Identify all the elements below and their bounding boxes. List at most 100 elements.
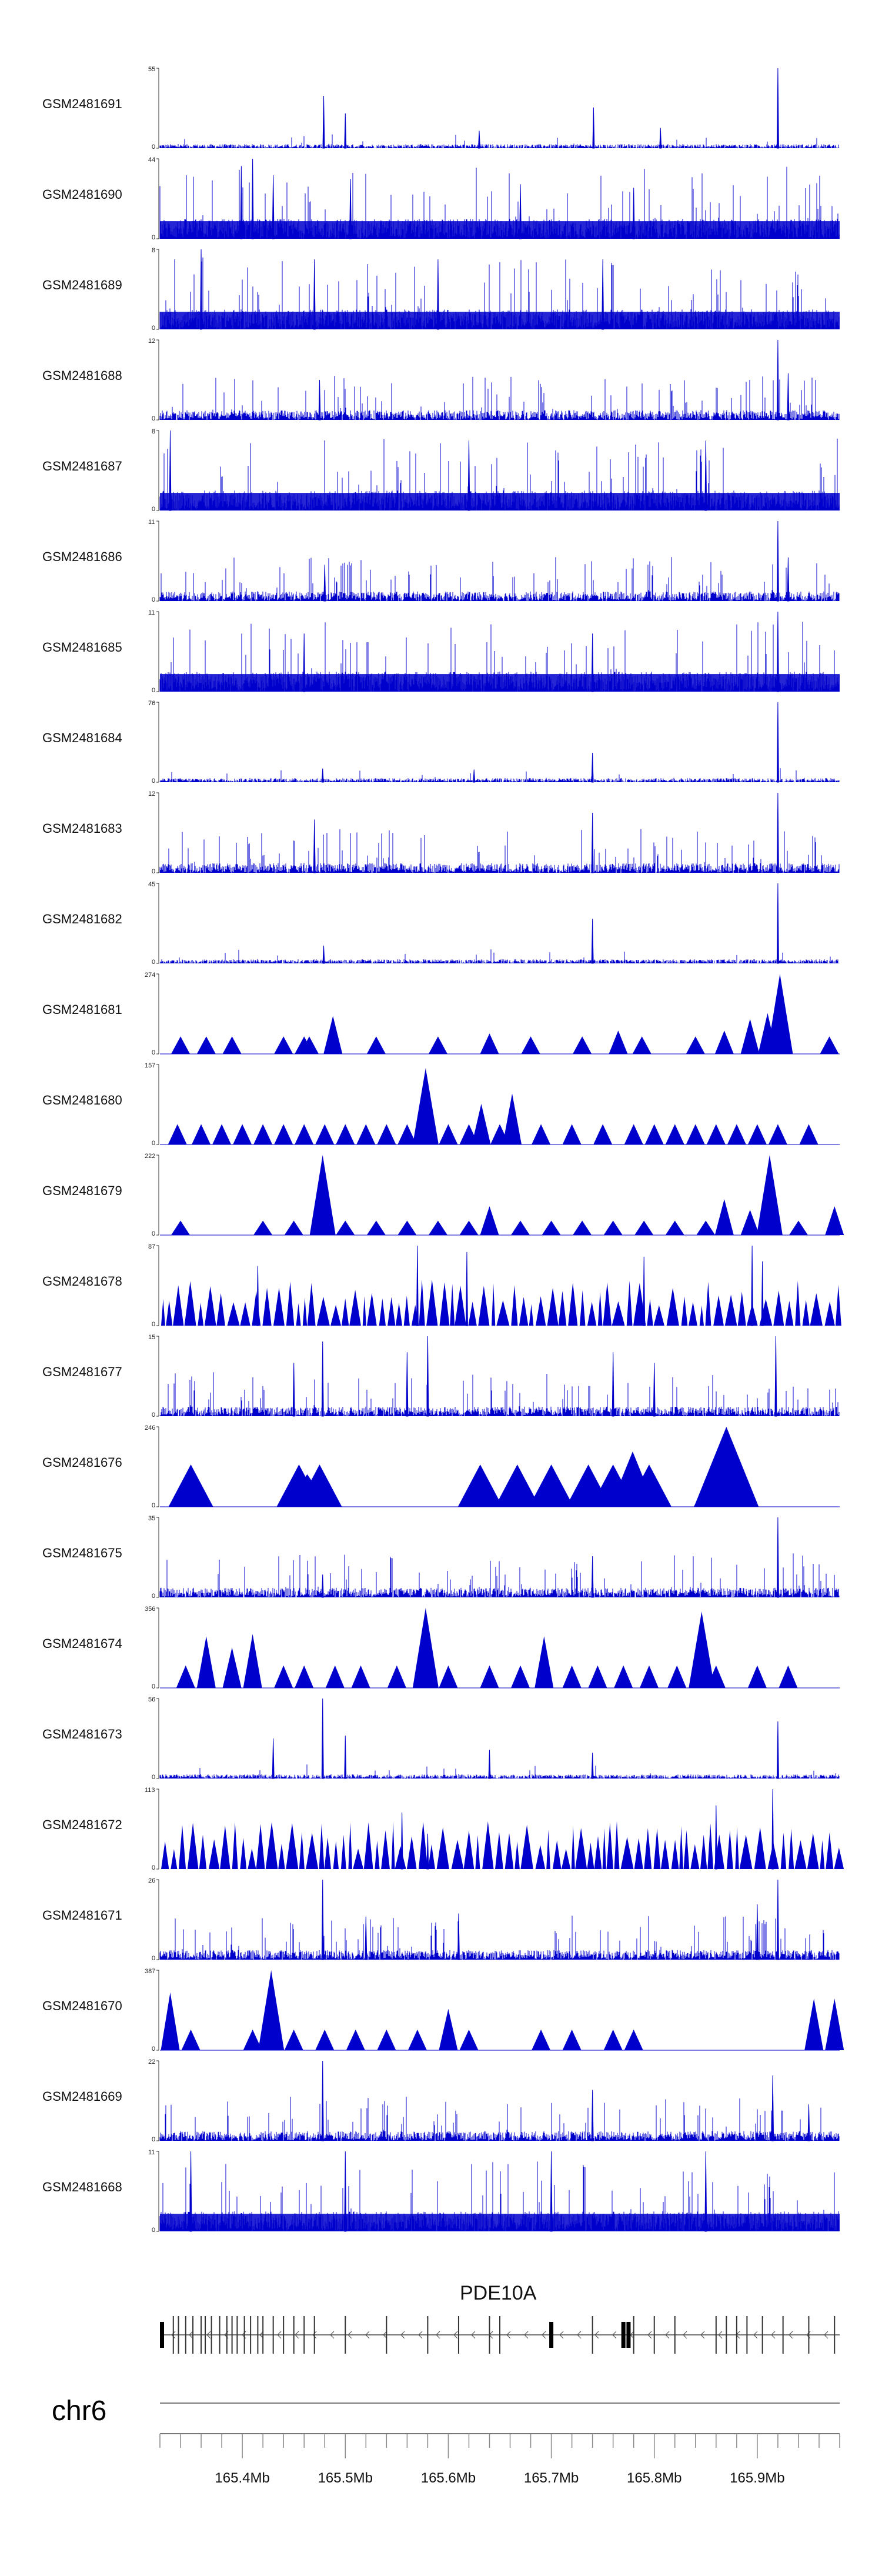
peak-triangle-0 [176, 1665, 195, 1688]
peak-triangle-24 [686, 1124, 705, 1144]
gene-exon [834, 2316, 836, 2354]
track-GSM2481684: GSM2481684 76 0 [0, 700, 882, 785]
peak-triangle-14 [686, 1036, 705, 1054]
peak-triangle-6 [295, 1036, 314, 1054]
peak-triangle-14 [624, 2029, 643, 2050]
track-max-label: 22 [148, 2058, 156, 2066]
peak-triangle-14 [634, 1220, 654, 1235]
track-max-label: 8 [152, 247, 156, 254]
peak-triangle-7 [351, 1665, 370, 1688]
peak-triangle-10 [439, 1665, 458, 1688]
strand-chevron [348, 2331, 352, 2339]
peak-triangle-5 [495, 1464, 540, 1507]
peak-spike-2 [465, 1252, 468, 1326]
track-plot [156, 1154, 844, 1236]
strand-chevron [189, 2331, 193, 2339]
track-zero-label: 0 [152, 1321, 156, 1328]
peak-triangle-14 [562, 1665, 582, 1688]
axis-tick-label: 165.6Mb [420, 2470, 476, 2486]
peak-triangle-12 [412, 1068, 439, 1144]
track-max-label: 246 [145, 1424, 156, 1432]
axis-tick-label: 165.5Mb [318, 2470, 373, 2486]
peak-triangle-8 [336, 1124, 355, 1144]
peak-triangle-7 [428, 1220, 447, 1235]
peak-triangle-13 [534, 1636, 554, 1688]
track-zero-label: 0 [152, 1955, 156, 1962]
peak-spike-6 [774, 1336, 777, 1417]
peak-triangle-4 [457, 1464, 503, 1507]
track-zero-label: 0 [152, 1230, 156, 1237]
peak-triangle-11 [480, 1665, 499, 1688]
track-GSM2481673: GSM2481673 56 0 [0, 1696, 882, 1781]
peak-triangle-4 [284, 2029, 303, 2050]
peak-triangle-10 [626, 1464, 671, 1507]
track-max-label: 15 [148, 1334, 156, 1341]
track-zero-label: 0 [152, 1864, 156, 1871]
peak-triangle-5 [274, 1124, 293, 1144]
peak-spike-0 [322, 945, 325, 964]
track-GSM2481686: GSM2481686 11 0 [0, 519, 882, 603]
track-max-label: 12 [148, 790, 156, 798]
gene-exon [272, 2316, 274, 2354]
track-max-label: 274 [145, 972, 156, 979]
peak-spike-1 [776, 520, 779, 602]
peak-spike-2 [776, 792, 779, 873]
track-max-label: 56 [148, 1696, 156, 1703]
peak-spike-0 [256, 1266, 259, 1326]
peak-spike-1 [591, 919, 594, 964]
strand-chevron [206, 2331, 211, 2339]
peak-spike-0 [318, 379, 321, 421]
peak-triangle-7 [315, 1124, 335, 1144]
peak-spike-3 [349, 178, 352, 239]
peak-spike-4 [591, 1753, 594, 1779]
strand-chevron [753, 2331, 758, 2339]
peak-triangle-6 [325, 1665, 345, 1688]
track-zero-label: 0 [152, 868, 156, 875]
track-zero-label: 0 [152, 687, 156, 694]
coverage-noise [159, 1372, 840, 1416]
track-label: GSM2481680 [42, 1093, 122, 1107]
peak-spike-1 [344, 2151, 347, 2232]
strand-chevron [718, 2331, 723, 2339]
gene-exon [345, 2316, 346, 2354]
peak-spike-0 [313, 819, 316, 873]
peak-spike-0 [323, 565, 326, 602]
peak-triangle-12 [609, 1030, 628, 1054]
strand-chevron [824, 2331, 828, 2339]
gene-exon [257, 2316, 259, 2354]
peak-triangle-0 [161, 1992, 180, 2050]
peak-triangle-2 [243, 2029, 262, 2050]
coverage-noise [159, 134, 840, 148]
peak-triangle-1 [181, 2029, 201, 2050]
track-label: GSM2481682 [42, 912, 122, 926]
track-label: GSM2481676 [42, 1455, 122, 1470]
track-plot [156, 68, 840, 149]
peak-spike-0 [321, 2060, 324, 2141]
strand-chevron [259, 2331, 264, 2339]
peak-triangle-12 [562, 2029, 582, 2050]
track-max-label: 11 [148, 519, 155, 526]
peak-triangle-16 [696, 1220, 716, 1235]
gene-exon [243, 2316, 245, 2354]
track-zero-label: 0 [152, 2136, 156, 2143]
peak-triangle-9 [412, 1608, 439, 1688]
strand-chevron [594, 2331, 599, 2339]
axis-tick-label: 165.8Mb [627, 2470, 682, 2486]
track-plot [156, 792, 840, 873]
peak-spike-4 [659, 128, 662, 149]
peak-triangle-11 [573, 1036, 592, 1054]
peak-spike-0 [169, 430, 172, 511]
peak-spike-1 [365, 1916, 368, 1960]
track-label: GSM2481691 [42, 96, 122, 111]
gene-exon [262, 2316, 264, 2354]
track-label: GSM2481688 [42, 368, 122, 383]
gene-exon [736, 2316, 737, 2354]
peak-triangle-25 [706, 1124, 726, 1144]
peak-triangle-8 [407, 2029, 427, 2050]
strand-chevron [295, 2331, 299, 2339]
peak-triangle-23 [665, 1124, 684, 1144]
track-plot [156, 973, 840, 1055]
coverage-floor [160, 2214, 840, 2231]
track-zero-label: 0 [152, 778, 156, 785]
peak-spike-1 [473, 769, 476, 783]
